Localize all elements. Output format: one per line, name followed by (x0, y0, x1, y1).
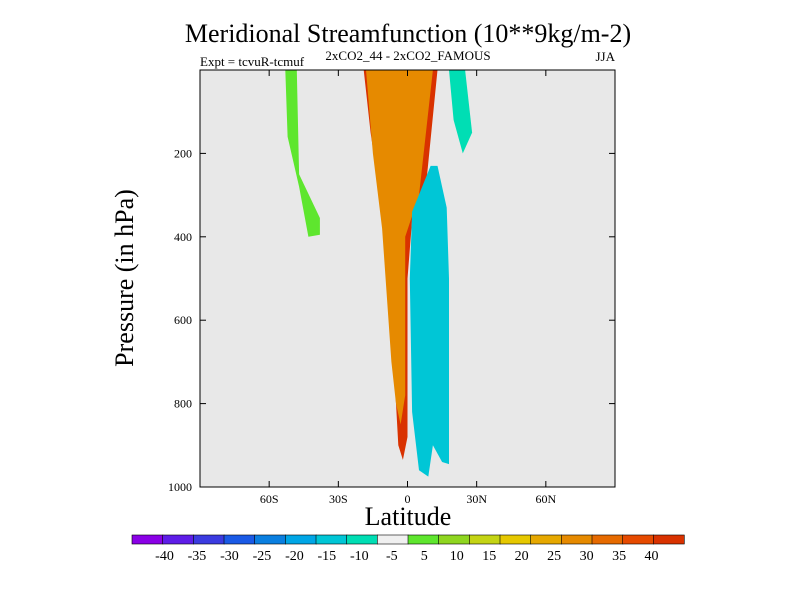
colorbar-label: 10 (450, 549, 464, 564)
colorbar-swatch (438, 534, 470, 545)
colorbar-label: 40 (645, 549, 659, 564)
southern-narrow-green-band (285, 70, 320, 237)
x-axis-title: Latitude (365, 502, 452, 531)
contour-fills (285, 70, 473, 477)
y-tick-label: 200 (174, 146, 192, 160)
x-tick-label: 60N (535, 492, 556, 506)
chart-title: Meridional Streamfunction (10**9kg/m-2) (185, 19, 631, 48)
colorbar-swatch (285, 534, 317, 545)
colorbar-swatch (591, 534, 624, 545)
colorbar-swatch (193, 534, 225, 545)
colorbar-label: 30 (580, 549, 594, 564)
colorbar-swatch (254, 534, 286, 545)
experiment-label: Expt = tcvuR-tcmuf (200, 54, 305, 69)
season-label: JJA (595, 49, 615, 64)
negative-cell-outer (409, 165, 449, 477)
y-tick-label: 600 (174, 313, 192, 327)
colorbar-swatch (131, 534, 164, 545)
y-tick-label: 400 (174, 230, 192, 244)
colorbar-label: -30 (220, 549, 239, 564)
colorbar-swatch (377, 534, 409, 545)
colorbar: -40 -35 -30 -25 -20 -15 -10 -5 5 10 15 20 25 30 35 40 (131, 534, 685, 564)
colorbar-label: 35 (612, 549, 626, 564)
northern-cyan-streaks (449, 70, 473, 154)
x-tick-label: 30N (466, 492, 487, 506)
colorbar-swatch (407, 534, 440, 545)
colorbar-label: -25 (253, 549, 272, 564)
y-axis-title: Pressure (in hPa) (110, 189, 139, 367)
colorbar-swatch (315, 534, 348, 545)
colorbar-swatch (346, 534, 378, 545)
colorbar-label: -15 (317, 549, 336, 564)
colorbar-label: -5 (386, 549, 398, 564)
y-tick-label: 1000 (168, 480, 192, 494)
plot-area: 60S 30S 0 30N 60N 200 400 600 800 1000 (168, 69, 616, 506)
colorbar-swatch (223, 534, 256, 545)
colorbar-label: -40 (155, 549, 174, 564)
colorbar-label: 15 (482, 549, 496, 564)
colorbar-swatch (499, 534, 532, 545)
colorbar-label: 25 (547, 549, 561, 564)
x-tick-label: 30S (329, 492, 348, 506)
colorbar-label: 20 (515, 549, 529, 564)
colorbar-swatch (622, 534, 654, 545)
colorbar-label: -35 (188, 549, 207, 564)
colorbar-label: 5 (421, 549, 428, 564)
colorbar-swatch (653, 534, 685, 545)
colorbar-label: -20 (285, 549, 304, 564)
colorbar-swatch (561, 534, 593, 545)
colorbar-swatch (162, 534, 194, 545)
colorbar-swatch (469, 534, 501, 545)
positive-cell-outer-orange (366, 70, 433, 425)
axis-ticks: 60S 30S 0 30N 60N 200 400 600 800 1000 (168, 70, 615, 506)
y-tick-label: 800 (174, 397, 192, 411)
colorbar-swatch (530, 534, 562, 545)
x-tick-label: 0 (405, 492, 411, 506)
comparison-label: 2xCO2_44 - 2xCO2_FAMOUS (325, 48, 490, 63)
x-tick-label: 60S (260, 492, 279, 506)
colorbar-label: -10 (350, 549, 369, 564)
